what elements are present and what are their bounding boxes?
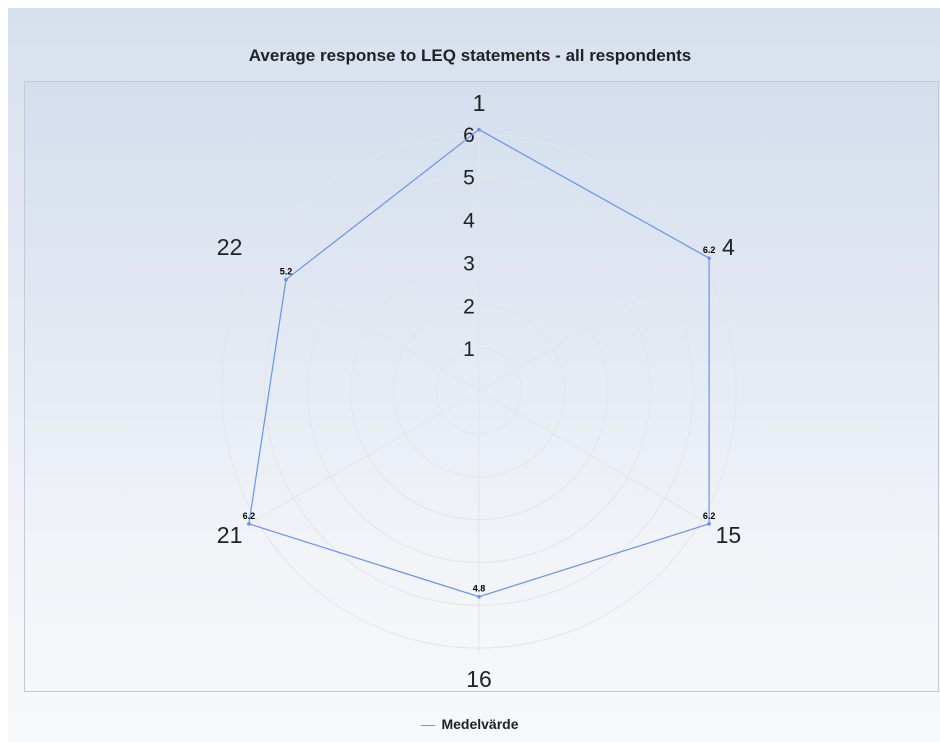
grid-spoke-21 [250, 390, 480, 524]
data-point-16 [477, 594, 481, 599]
category-label-16: 16 [466, 666, 492, 692]
data-point-21 [247, 522, 251, 526]
radial-tick-label: 6 [463, 124, 475, 147]
grid-spoke-4 [478, 258, 708, 392]
category-label-15: 15 [716, 522, 742, 548]
data-label-4: 6.2 [703, 245, 716, 255]
category-label-22: 22 [217, 234, 243, 260]
grid-spoke-15 [478, 390, 708, 524]
chart-title: Average response to LEQ statements - all… [248, 46, 692, 65]
category-label-4: 4 [722, 234, 735, 260]
data-point-22 [284, 277, 288, 282]
legend: Medelvärde [0, 716, 940, 732]
data-label-16: 4.8 [473, 584, 486, 594]
data-label-21: 6.2 [243, 511, 256, 521]
data-point-1 [477, 127, 481, 132]
radial-tick-label: 2 [463, 295, 475, 318]
radial-tick-label: 4 [463, 210, 475, 233]
data-label-15: 6.2 [703, 511, 716, 521]
radial-tick-label: 5 [463, 167, 475, 190]
legend-line-swatch [421, 724, 436, 726]
data-point-15 [707, 522, 711, 526]
data-point-4 [707, 256, 711, 260]
category-label-1: 1 [473, 90, 486, 116]
plot-area [24, 81, 939, 692]
data-label-22: 5.2 [280, 267, 293, 277]
radial-tick-label: 3 [463, 252, 475, 275]
radial-tick-label: 1 [463, 338, 475, 361]
category-label-21: 21 [217, 522, 243, 548]
grid-spoke-22 [250, 258, 480, 392]
legend-label: Medelvärde [441, 716, 519, 732]
